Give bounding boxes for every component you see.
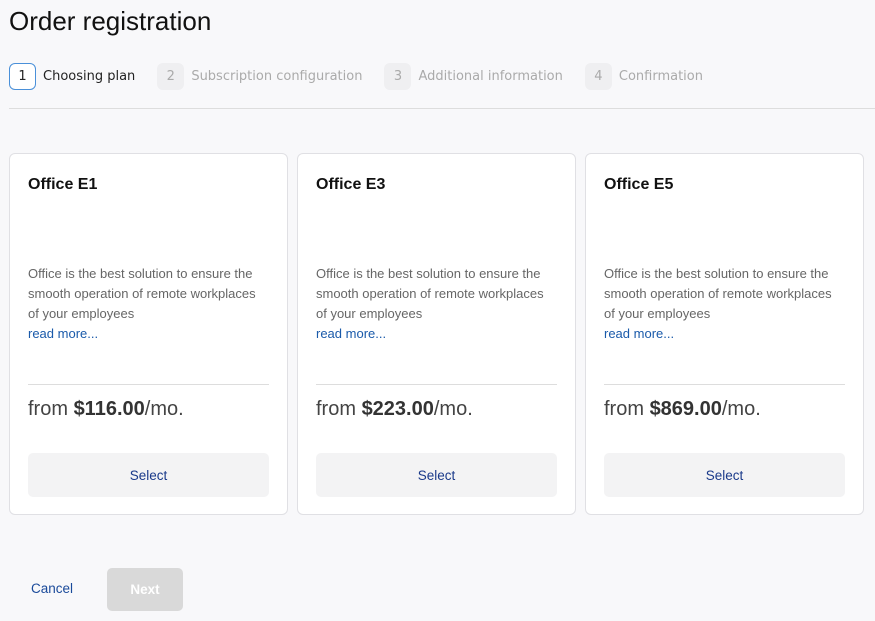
divider (604, 384, 845, 385)
plan-name: Office E3 (316, 176, 386, 193)
plan-price: from $223.00/mo. (316, 398, 473, 421)
price-value: $869.00 (649, 398, 722, 420)
page-title: Order registration (9, 6, 212, 36)
price-prefix: from (316, 398, 362, 420)
plan-price: from $869.00/mo. (604, 398, 761, 421)
cancel-button[interactable]: Cancel (31, 581, 74, 596)
price-prefix: from (28, 398, 74, 420)
plan-description: Office is the best solution to ensure th… (604, 266, 832, 321)
next-button[interactable]: Next (107, 568, 183, 611)
step-choosing-plan[interactable]: 1 Choosing plan (9, 63, 135, 90)
divider (9, 108, 875, 109)
step-number: 2 (157, 63, 185, 90)
read-more-link[interactable]: read more... (604, 326, 675, 341)
step-number: 1 (9, 63, 36, 90)
select-button[interactable]: Select (28, 453, 269, 497)
price-prefix: from (604, 398, 650, 420)
step-label: Subscription configuration (191, 69, 363, 84)
plan-name: Office E5 (604, 176, 674, 193)
divider (28, 384, 269, 385)
step-label: Additional information (418, 69, 563, 84)
divider (316, 384, 557, 385)
step-confirmation[interactable]: 4 Confirmation (584, 63, 703, 90)
step-number: 3 (384, 63, 412, 90)
plan-price: from $116.00/mo. (28, 398, 184, 421)
plan-cards: Office E1 Office is the best solution to… (9, 153, 864, 515)
select-button[interactable]: Select (604, 453, 845, 497)
price-period: /mo. (144, 398, 184, 420)
step-number: 4 (584, 63, 612, 90)
step-label: Confirmation (618, 69, 703, 84)
stepper: 1 Choosing plan 2 Subscription configurati… (9, 63, 725, 90)
read-more-link[interactable]: read more... (316, 326, 387, 341)
step-label: Choosing plan (43, 69, 136, 84)
price-value: $116.00 (73, 398, 145, 420)
plan-card-e1: Office E1 Office is the best solution to… (9, 153, 288, 515)
plan-card-e3: Office E3 Office is the best solution to… (297, 153, 576, 515)
select-button[interactable]: Select (316, 453, 557, 497)
plan-description: Office is the best solution to ensure th… (28, 266, 256, 321)
price-value: $223.00 (361, 398, 434, 420)
price-period: /mo. (721, 398, 761, 420)
read-more-link[interactable]: read more... (28, 326, 99, 341)
step-subscription-configuration[interactable]: 2 Subscription configuration (157, 63, 362, 90)
price-period: /mo. (433, 398, 473, 420)
plan-name: Office E1 (28, 176, 98, 193)
step-additional-information[interactable]: 3 Additional information (384, 63, 563, 90)
plan-card-e5: Office E5 Office is the best solution to… (585, 153, 864, 515)
plan-description: Office is the best solution to ensure th… (316, 266, 544, 321)
